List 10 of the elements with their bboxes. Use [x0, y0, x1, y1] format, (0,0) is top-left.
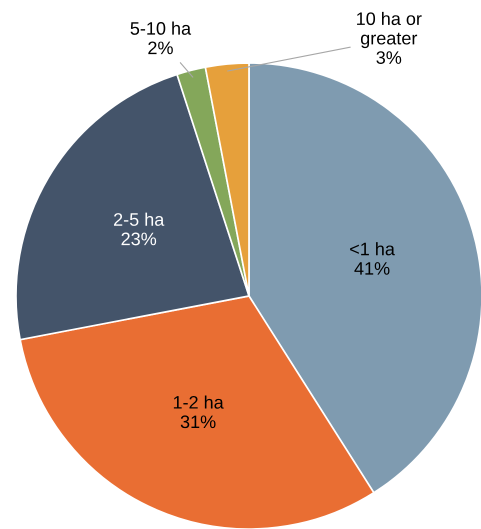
data-label: 3%	[376, 51, 402, 64]
slice-label: 5-10 ha	[130, 22, 192, 35]
data-label: 23%	[122, 232, 156, 246]
data-label: 2%	[148, 41, 173, 54]
slice-label: 2-5 ha	[114, 212, 164, 226]
slice-label: 10 ha or greater	[357, 12, 422, 48]
slice-label: 1-2 ha	[174, 395, 224, 409]
data-label: 31%	[180, 415, 216, 428]
slice-label: <1 ha	[350, 242, 395, 256]
data-label: 41%	[354, 262, 390, 275]
